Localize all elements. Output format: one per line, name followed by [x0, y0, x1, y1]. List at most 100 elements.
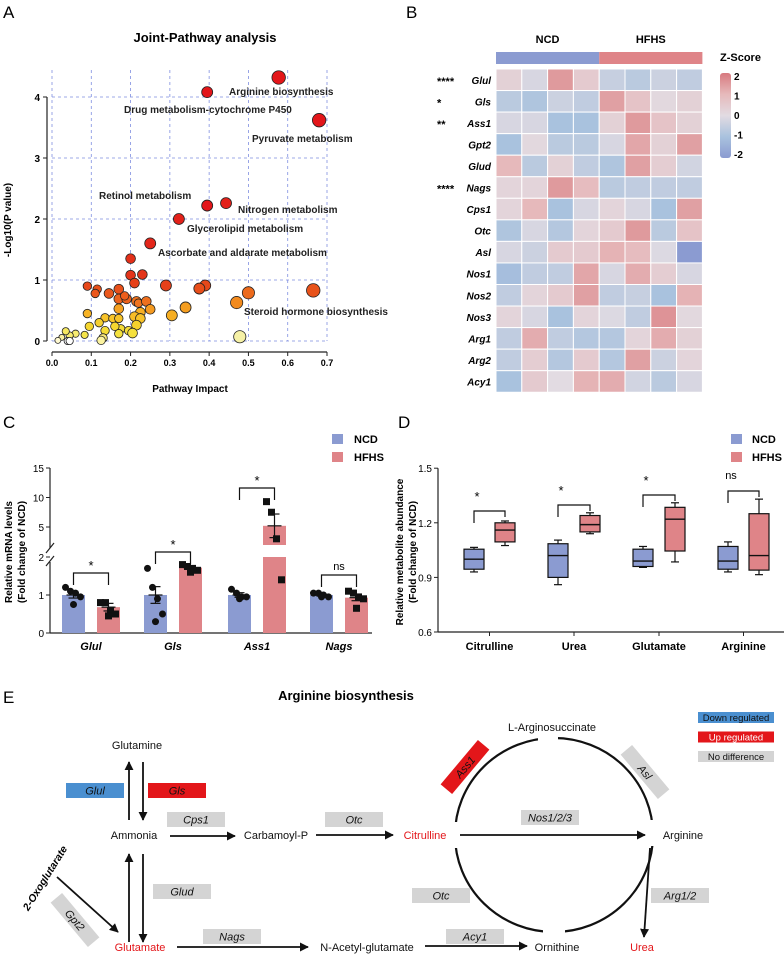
heatmap-cell — [572, 133, 600, 156]
heatmap-cell — [650, 305, 678, 329]
colorbar-tick-label: 2 — [734, 72, 740, 83]
heatmap-cell — [495, 111, 523, 135]
heatmap-cell — [598, 197, 626, 221]
data-point-hfhs — [350, 589, 357, 597]
data-point-ncd — [144, 564, 151, 572]
pathway-point — [306, 283, 321, 298]
pathway-point-label: Retinol metabolism — [99, 191, 191, 202]
pathway-point — [201, 86, 214, 99]
significance-marker: * — [437, 97, 442, 109]
heatmap-cell — [547, 262, 574, 286]
heatmap-cell — [598, 133, 626, 156]
x-category-label: Ass1 — [243, 641, 270, 653]
box-ncd — [632, 548, 654, 568]
x-category-label: Urea — [562, 641, 587, 653]
metabolite-n-acetyl-glutamate: N-Acetyl-glutamate — [320, 942, 414, 954]
heatmap-cell — [624, 133, 652, 156]
data-point-hfhs — [179, 561, 186, 569]
data-point-ncd — [159, 610, 166, 618]
enzyme-box — [446, 929, 504, 944]
heatmap-cell — [572, 327, 600, 350]
row-gene-label: Nags — [467, 184, 492, 195]
pathway-point — [160, 279, 172, 292]
heatmap-cell — [598, 68, 626, 92]
row-gene-label: Gls — [475, 97, 492, 108]
pathway-point — [114, 313, 124, 324]
data-point-hfhs — [187, 568, 194, 576]
heatmap-cell — [521, 327, 549, 350]
x-category-label: Gls — [164, 641, 182, 653]
heatmap-cell — [598, 262, 626, 286]
heatmap-cell — [521, 197, 549, 221]
enzyme-box — [167, 812, 225, 827]
pathway-point — [113, 303, 125, 314]
pathway-point — [193, 282, 206, 295]
pathway-point — [90, 288, 100, 299]
heatmap-cell — [547, 305, 574, 329]
pathway-point — [271, 70, 286, 85]
heatmap-cell — [624, 327, 652, 350]
y-tick-label: 10 — [33, 494, 45, 505]
reaction-arrow — [640, 847, 651, 938]
group-bar-hfhs — [599, 52, 703, 64]
data-point-ncd — [318, 593, 325, 601]
data-point-ncd — [70, 601, 77, 608]
data-point-hfhs — [107, 606, 114, 614]
heatmap-cell — [572, 197, 600, 221]
legend-swatch-hfhs — [731, 452, 742, 462]
significance-marker: **** — [437, 76, 455, 88]
x-tick-label: 0.5 — [242, 358, 255, 368]
pathway-point — [65, 336, 74, 346]
panel-label-b: B — [406, 3, 417, 22]
data-point-ncd — [243, 593, 250, 601]
heatmap-cell — [495, 133, 523, 156]
heatmap-cell — [521, 370, 549, 393]
row-gene-label: Glud — [468, 162, 492, 173]
row-gene-label: Cps1 — [467, 205, 492, 216]
enzyme-glul: Glul — [66, 783, 124, 798]
group-bar-ncd — [496, 52, 600, 64]
heatmap-cell — [495, 262, 523, 286]
enzyme-box — [148, 783, 206, 798]
data-point-ncd — [152, 618, 159, 626]
heatmap-cell — [676, 262, 703, 286]
colorbar-tick-label: -1 — [734, 131, 743, 142]
bar-hfhs — [179, 567, 202, 633]
pathway-point — [165, 309, 178, 322]
box-ncd — [717, 545, 739, 570]
legend-label: HFHS — [354, 452, 384, 464]
data-point-ncd — [325, 593, 332, 601]
enzyme-acy1: Acy1 — [446, 929, 504, 944]
heatmap-cell — [521, 111, 549, 135]
pathway-point — [311, 113, 327, 128]
significance-label: * — [474, 489, 479, 504]
heatmap-cell — [624, 154, 652, 178]
row-gene-label: Acy1 — [466, 377, 491, 388]
heatmap-cell — [547, 370, 574, 393]
panel-label-d: D — [398, 413, 410, 432]
pathway-point — [241, 286, 255, 300]
pathway-point — [96, 335, 106, 346]
ring-gap — [647, 820, 661, 846]
ring-gap — [543, 926, 565, 938]
heatmap-cell — [547, 111, 574, 135]
heatmap-cell — [676, 197, 703, 221]
data-point-hfhs — [345, 587, 352, 595]
data-point-hfhs — [278, 576, 285, 584]
metabolite-arginine: Arginine — [663, 830, 703, 842]
pathway-point-label: Pyruvate metabolism — [252, 134, 353, 145]
pathway-point — [220, 197, 232, 210]
heatmap-cell — [598, 154, 626, 178]
heatmap-cell — [572, 111, 600, 135]
significance-label: ns — [333, 561, 345, 573]
heatmap-cell — [650, 262, 678, 286]
enzyme-box — [440, 739, 490, 795]
x-category-label: Arginine — [721, 641, 766, 653]
metabolite-glutamate: Glutamate — [115, 942, 166, 954]
enzyme-box — [651, 888, 709, 903]
legend-label: No difference — [708, 752, 764, 763]
heatmap-cell — [676, 111, 703, 135]
enzyme-nags: Nags — [203, 929, 261, 944]
pathway-point-label: Arginine biosynthesis — [229, 87, 334, 98]
x-tick-label: 0.1 — [85, 358, 98, 368]
